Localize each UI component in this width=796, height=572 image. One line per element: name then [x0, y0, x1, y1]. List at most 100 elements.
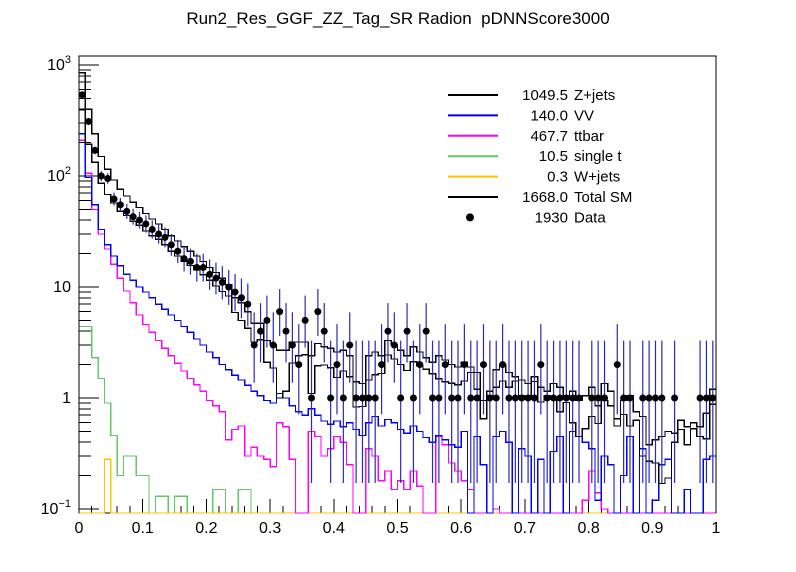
- data-marker: [511, 394, 519, 402]
- data-marker: [403, 327, 411, 335]
- data-marker: [435, 394, 443, 402]
- data-marker: [327, 394, 335, 402]
- data-marker: [454, 394, 462, 402]
- data-marker: [371, 394, 379, 402]
- data-marker: [460, 361, 468, 369]
- data-marker: [161, 233, 169, 241]
- data-marker: [365, 394, 373, 402]
- data-marker: [556, 394, 564, 402]
- data-marker: [492, 394, 500, 402]
- x-tick-label: 0.3: [259, 520, 281, 537]
- series-total_sm-line: [78, 72, 717, 513]
- data-marker: [588, 394, 596, 402]
- data-marker: [486, 394, 494, 402]
- data-marker: [543, 394, 551, 402]
- x-tick-label: 0.2: [195, 520, 217, 537]
- data-marker: [78, 91, 86, 99]
- data-marker: [562, 394, 570, 402]
- series-ttbar-line: [78, 139, 716, 514]
- data-marker: [314, 308, 322, 316]
- series-z_jets-line: [78, 109, 717, 513]
- data-marker: [620, 394, 628, 402]
- x-tick-label: 0.4: [323, 520, 345, 537]
- data-marker: [155, 230, 163, 238]
- data-marker: [167, 241, 175, 249]
- data-marker: [524, 394, 532, 402]
- data-marker: [282, 327, 290, 335]
- data-marker: [473, 394, 481, 402]
- x-tick-label: 0.5: [386, 520, 408, 537]
- data-marker: [301, 316, 309, 324]
- data-marker: [429, 394, 437, 402]
- data-marker: [212, 274, 220, 282]
- legend-entry-value: 1049.5: [522, 87, 568, 104]
- data-marker: [613, 361, 621, 369]
- data-marker: [174, 247, 182, 255]
- x-tick-label: 0.8: [577, 520, 599, 537]
- y-tick-label: 102: [47, 165, 71, 185]
- legend-entry-w-jets: 0.3 W+jets: [448, 169, 620, 186]
- data-marker: [308, 394, 316, 402]
- x-tick-label: 0: [75, 520, 84, 537]
- data-marker: [136, 216, 144, 224]
- data-marker: [601, 394, 609, 402]
- plot-frame: [78, 55, 717, 514]
- data-marker: [91, 146, 99, 154]
- legend-entry-value: 10.5: [539, 148, 568, 165]
- data-marker: [358, 394, 366, 402]
- data-marker: [97, 172, 105, 180]
- series-vv-line: [78, 133, 717, 514]
- data-marker: [594, 394, 602, 402]
- legend-entry-value: 1930: [535, 209, 568, 226]
- data-marker: [696, 394, 704, 402]
- x-tick-label: 0.7: [514, 520, 536, 537]
- legend-entry-z-jets: 1049.5 Z+jets: [448, 87, 615, 104]
- legend-entry-total-sm: 1668.0 Total SM: [448, 189, 632, 206]
- legend-entry-vv: 140.0 VV: [448, 107, 594, 124]
- data-marker: [346, 341, 354, 349]
- data-marker: [218, 278, 226, 286]
- data-marker: [186, 257, 194, 265]
- data-marker: [148, 225, 156, 233]
- data-marker: [499, 361, 507, 369]
- data-marker: [569, 394, 577, 402]
- data-marker: [537, 361, 545, 369]
- data-marker: [626, 394, 634, 402]
- data-marker: [339, 394, 347, 402]
- data-marker: [709, 394, 717, 402]
- data-marker: [129, 213, 137, 221]
- data-marker: [397, 394, 405, 402]
- data-marker: [384, 327, 392, 335]
- data-marker: [518, 394, 526, 402]
- data-marker: [639, 394, 647, 402]
- data-marker: [142, 220, 150, 228]
- data-marker: [448, 394, 456, 402]
- data-marker: [193, 263, 201, 271]
- data-marker: [378, 361, 386, 369]
- data-marker: [104, 174, 112, 182]
- data-marker: [237, 294, 245, 302]
- data-marker: [123, 207, 131, 215]
- y-tick-label: 10−1: [41, 498, 71, 518]
- y-tick-label: 103: [47, 54, 71, 74]
- data-marker: [467, 394, 475, 402]
- data-marker: [390, 341, 398, 349]
- data-marker: [320, 327, 328, 335]
- legend-entry-value: 140.0: [530, 107, 568, 124]
- y-tick-label: 1: [62, 390, 71, 407]
- legend-entry-name: ttbar: [574, 128, 604, 145]
- x-tick-label: 0.1: [132, 520, 154, 537]
- x-tick-label: 1: [712, 520, 721, 537]
- legend-entry-value: 0.3: [547, 169, 568, 186]
- data-marker: [416, 361, 424, 369]
- data-marker: [352, 394, 360, 402]
- data-marker: [671, 394, 679, 402]
- data-marker: [422, 327, 430, 335]
- data-marker: [658, 394, 666, 402]
- legend-entry-value: 1668.0: [522, 189, 568, 206]
- legend-entry-name: VV: [574, 107, 594, 124]
- data-marker: [257, 327, 265, 335]
- data-marker: [651, 394, 659, 402]
- data-marker: [180, 255, 188, 263]
